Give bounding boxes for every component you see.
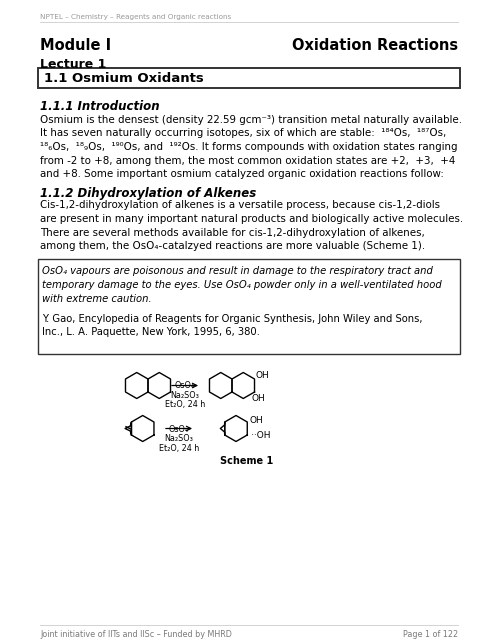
Text: NPTEL – Chemistry – Reagents and Organic reactions: NPTEL – Chemistry – Reagents and Organic… <box>40 14 231 20</box>
Text: OsO₄: OsO₄ <box>175 381 195 390</box>
Text: It has seven naturally occurring isotopes, six of which are stable:  ¹⁸⁴Os,  ¹⁸⁷: It has seven naturally occurring isotope… <box>40 129 446 138</box>
Text: Et₂O, 24 h: Et₂O, 24 h <box>165 401 205 410</box>
Text: Joint initiative of IITs and IISc – Funded by MHRD: Joint initiative of IITs and IISc – Fund… <box>40 630 232 639</box>
Text: OsO₄: OsO₄ <box>169 424 189 433</box>
Text: from -2 to +8, among them, the most common oxidation states are +2,  +3,  +4: from -2 to +8, among them, the most comm… <box>40 156 455 166</box>
Text: Module I: Module I <box>40 38 111 53</box>
Text: 1.1 Osmium Oxidants: 1.1 Osmium Oxidants <box>44 72 204 85</box>
Text: Inc., L. A. Paquette, New York, 1995, 6, 380.: Inc., L. A. Paquette, New York, 1995, 6,… <box>42 327 260 337</box>
Text: Oxidation Reactions: Oxidation Reactions <box>292 38 458 53</box>
Text: OH: OH <box>249 416 263 425</box>
Text: Y. Gao, Encylopedia of Reagents for Organic Synthesis, John Wiley and Sons,: Y. Gao, Encylopedia of Reagents for Orga… <box>42 314 423 324</box>
Text: and +8. Some important osmium catalyzed organic oxidation reactions follow:: and +8. Some important osmium catalyzed … <box>40 169 444 179</box>
FancyBboxPatch shape <box>38 259 460 353</box>
Text: Lecture 1: Lecture 1 <box>40 58 106 71</box>
Text: Na₂SO₃: Na₂SO₃ <box>171 391 199 400</box>
Text: among them, the OsO₄-catalzyed reactions are more valuable (Scheme 1).: among them, the OsO₄-catalzyed reactions… <box>40 241 425 251</box>
Text: OsO₄ vapours are poisonous and result in damage to the respiratory tract and: OsO₄ vapours are poisonous and result in… <box>42 266 433 276</box>
Text: ¹⁸₆Os,  ¹⁸₉Os,  ¹⁹⁰Os, and  ¹⁹²Os. It forms compounds with oxidation states rang: ¹⁸₆Os, ¹⁸₉Os, ¹⁹⁰Os, and ¹⁹²Os. It forms… <box>40 142 457 152</box>
Text: Osmium is the densest (density 22.59 gcm⁻³) transition metal naturally available: Osmium is the densest (density 22.59 gcm… <box>40 115 462 125</box>
Text: Page 1 of 122: Page 1 of 122 <box>403 630 458 639</box>
Text: Cis-1,2-dihydroxylation of alkenes is a versatile process, because cis-1,2-diols: Cis-1,2-dihydroxylation of alkenes is a … <box>40 200 440 211</box>
FancyBboxPatch shape <box>38 68 460 88</box>
Text: There are several methods available for cis-1,2-dihydroxylation of alkenes,: There are several methods available for … <box>40 227 425 237</box>
Text: OH: OH <box>255 371 269 380</box>
Text: with extreme caution.: with extreme caution. <box>42 294 151 303</box>
Text: are present in many important natural products and biologically active molecules: are present in many important natural pr… <box>40 214 463 224</box>
Text: Et₂O, 24 h: Et₂O, 24 h <box>159 444 199 452</box>
Text: OH: OH <box>251 394 265 403</box>
Text: 1.1.2 Dihydroxylation of Alkenes: 1.1.2 Dihydroxylation of Alkenes <box>40 186 256 200</box>
Text: Scheme 1: Scheme 1 <box>220 456 274 467</box>
Text: temporary damage to the eyes. Use OsO₄ powder only in a well-ventilated hood: temporary damage to the eyes. Use OsO₄ p… <box>42 280 442 290</box>
Text: Na₂SO₃: Na₂SO₃ <box>164 434 194 443</box>
Text: 1.1.1 Introduction: 1.1.1 Introduction <box>40 100 159 113</box>
Text: ··OH: ··OH <box>251 431 270 440</box>
